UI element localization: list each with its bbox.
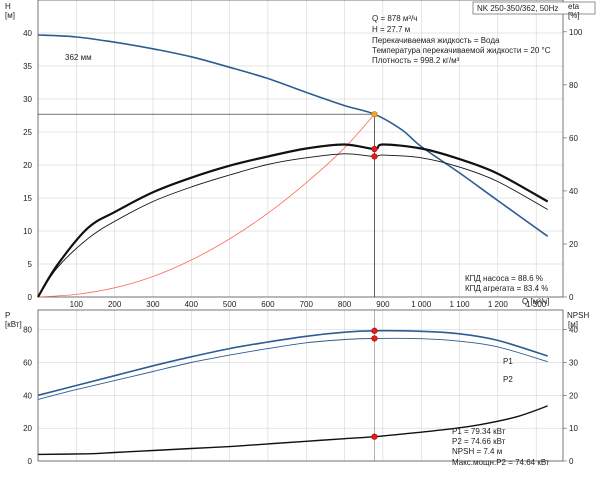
head-curve	[37, 34, 549, 237]
info-line-temperature: Температура перекачиваемой жидкости = 20…	[372, 46, 551, 55]
x-tick-label: 100	[70, 300, 84, 309]
top-left-tick: 5	[28, 260, 33, 269]
duty-point-marker	[371, 111, 378, 118]
power-info-block: P1 = 79.34 кВт P2 = 74.66 кВт NPSH = 7.4…	[452, 427, 550, 467]
npsh-curve	[37, 405, 548, 456]
top-right-tick: 0	[569, 293, 574, 302]
bottom-right-axis-unit: NPSH	[567, 311, 589, 320]
info-line-flow: Q = 878 м³/ч	[372, 14, 417, 23]
bottom-left-tick: 20	[23, 424, 32, 433]
info-line-pump-efficiency: КПД насоса = 88.6 %	[465, 274, 543, 283]
top-right-tick: 100	[569, 28, 583, 37]
duty-point-marker	[371, 327, 378, 334]
info-line-p1: P1 = 79.34 кВт	[452, 427, 506, 436]
top-left-tick: 15	[23, 194, 32, 203]
top-right-tick: 60	[569, 134, 578, 143]
info-line-npsh: NPSH = 7.4 м	[452, 447, 502, 456]
duty-point-marker	[371, 335, 378, 342]
efficiency-info-block: КПД насоса = 88.6 % КПД агрегата = 83.4 …	[465, 274, 548, 293]
duty-info-block: Q = 878 м³/ч H = 27.7 м Перекачиваемая ж…	[372, 14, 551, 65]
x-tick-label: 500	[223, 300, 237, 309]
corner-label: NK 250-350/362, 50Hz	[477, 4, 558, 13]
info-line-head: H = 27.7 м	[372, 25, 410, 34]
x-tick-label: 1 100	[450, 300, 471, 309]
system-curve	[37, 113, 375, 298]
top-right-axis-dim: [%]	[568, 11, 580, 20]
unit-efficiency-curve	[37, 153, 548, 298]
bottom-right-tick: 0	[569, 457, 574, 466]
corner-label-box	[472, 1, 596, 15]
top-right-axis-unit: eta	[568, 2, 580, 11]
top-left-tick: 35	[23, 62, 32, 71]
bottom-right-tick: 40	[569, 326, 578, 335]
top-frame	[37, 0, 564, 298]
x-tick-label: 700	[300, 300, 314, 309]
top-right-tick: 40	[569, 187, 578, 196]
top-left-tick: 10	[23, 227, 32, 236]
p2-series-label: P2	[503, 375, 513, 384]
info-line-liquid: Перекачиваемая жидкость = Вода	[372, 36, 500, 45]
top-left-tick: 25	[23, 128, 32, 137]
x-tick-label: 1 300	[526, 300, 547, 309]
info-line-max-power: Макс.мощн.P2 = 74.64 кВт	[452, 458, 550, 467]
top-grid	[37, 0, 564, 298]
p1-series-label: P1	[503, 357, 513, 366]
duty-point-marker	[371, 153, 378, 160]
top-right-tick: 20	[569, 240, 578, 249]
x-axis-title: Q [м³/ч]	[522, 297, 549, 306]
duty-point-marker	[371, 433, 378, 440]
x-tick-label: 400	[185, 300, 199, 309]
x-tick-label: 1 000	[411, 300, 432, 309]
p1-power-curve	[37, 329, 548, 397]
top-left-axis-unit: H	[5, 2, 11, 11]
x-tick-label: 900	[376, 300, 390, 309]
bottom-left-tick: 40	[23, 391, 32, 400]
bottom-right-tick: 30	[569, 359, 578, 368]
bottom-right-tick: 20	[569, 391, 578, 400]
bottom-grid	[37, 309, 564, 462]
top-series	[37, 34, 549, 298]
top-left-tick: 20	[23, 161, 32, 170]
x-tick-label: 1 200	[488, 300, 509, 309]
duty-point-marker	[371, 145, 378, 153]
duty-points	[371, 111, 378, 440]
top-right-tick: 80	[569, 81, 578, 90]
impeller-label: 362 мм	[65, 53, 92, 62]
top-left-tick: 40	[23, 29, 32, 38]
bottom-right-axis-dim: [м]	[568, 320, 578, 329]
p2-power-curve	[37, 337, 548, 400]
info-line-unit-efficiency: КПД агрегата = 83.4 %	[465, 284, 548, 293]
pump-efficiency-curve	[37, 143, 549, 298]
info-line-p2: P2 = 74.66 кВт	[452, 437, 506, 446]
x-tick-label: 200	[108, 300, 122, 309]
info-line-density: Плотность = 998.2 кг/м³	[372, 56, 460, 65]
top-left-tick: 30	[23, 95, 32, 104]
bottom-frame	[37, 309, 564, 462]
x-tick-label: 600	[261, 300, 275, 309]
bottom-left-tick: 60	[23, 359, 32, 368]
axis-ticks: 0510152025303540020406080100020406080010…	[23, 28, 583, 466]
x-tick-label: 300	[146, 300, 160, 309]
top-left-axis-dim: [м]	[5, 11, 15, 20]
bottom-left-axis-unit: P	[5, 311, 10, 320]
bottom-left-tick: 0	[28, 457, 33, 466]
x-tick-label: 800	[338, 300, 352, 309]
bottom-left-tick: 80	[23, 326, 32, 335]
bottom-right-tick: 10	[569, 424, 578, 433]
bottom-left-axis-dim: [кВт]	[5, 320, 22, 329]
top-left-tick: 0	[28, 293, 33, 302]
